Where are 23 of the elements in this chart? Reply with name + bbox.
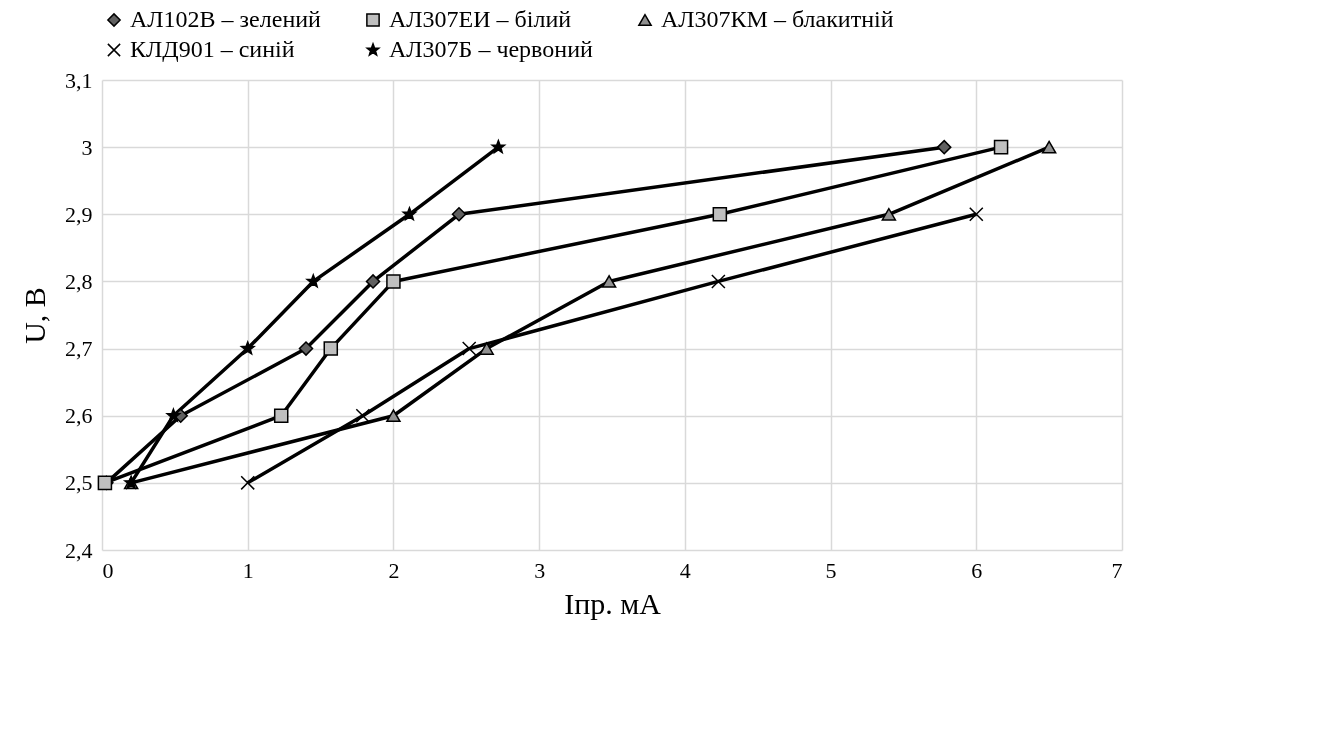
x-tick-label: 5 [825,557,837,583]
x-axis-title: Iпр. мА [564,586,662,620]
legend-label: АЛ307КМ – блакитній [661,6,894,32]
y-tick-label: 2,5 [65,470,93,496]
legend-label: АЛ307ЕИ – білий [389,6,572,32]
x-tick-label: 4 [679,557,691,583]
y-tick-label: 3,1 [65,67,93,93]
y-tick-label: 2,8 [65,268,93,294]
y-tick-label: 2,9 [65,201,93,227]
legend-label: АЛ307Б – червоний [389,36,593,62]
x-tick-label: 6 [971,557,983,583]
legend-label: КЛД901 – синій [130,36,295,62]
x-tick-label: 2 [388,557,400,583]
x-tick-label: 7 [1111,557,1123,583]
legend-label: АЛ102В – зелений [130,6,322,32]
y-tick-label: 2,4 [65,537,93,563]
y-tick-label: 3 [81,134,93,160]
y-axis-title: U, В [18,287,51,344]
x-tick-label: 0 [102,557,114,583]
x-tick-label: 1 [242,557,254,583]
x-tick-label: 3 [534,557,546,583]
y-tick-label: 2,7 [65,336,93,362]
y-tick-label: 2,6 [65,403,93,429]
